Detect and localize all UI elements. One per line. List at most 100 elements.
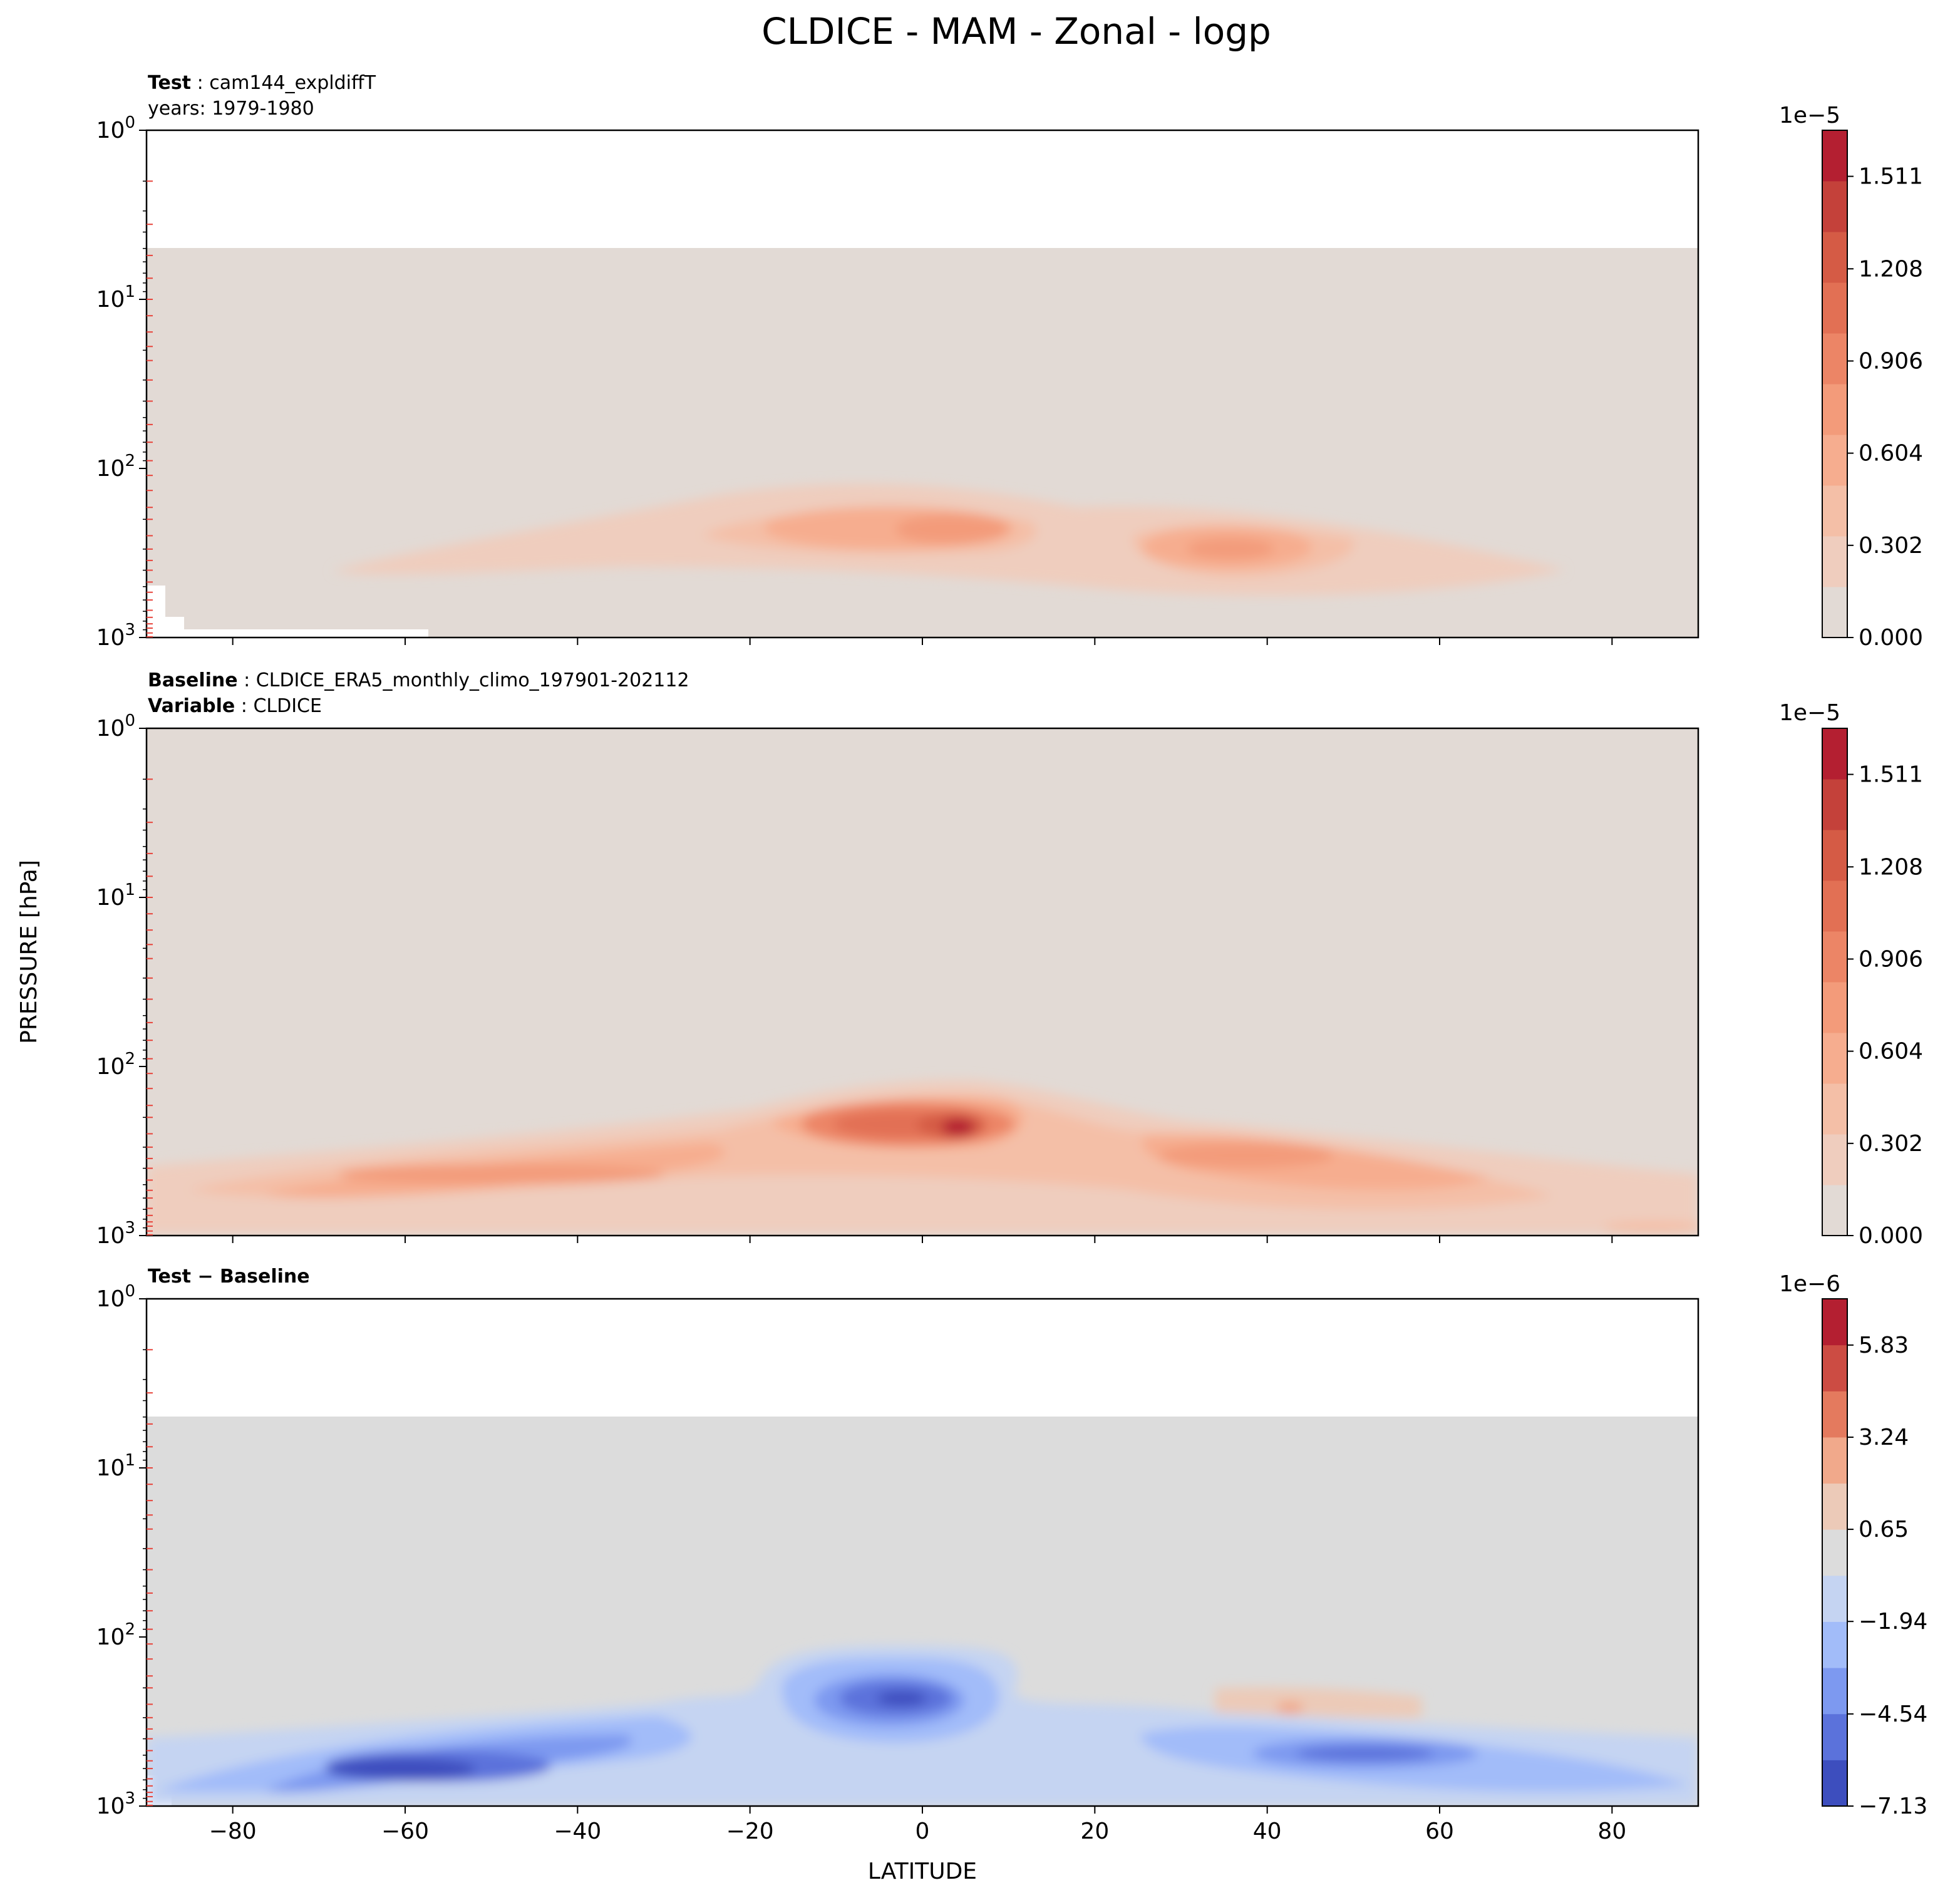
y-tick-label: 100 [96,711,135,741]
colorbar-bin [1822,779,1847,830]
colorbar-bin [1822,333,1847,385]
panel-diff-colorbar-scale: 1e−6 [1779,1271,1840,1297]
panel-diff-colorbar-frame [1822,1298,1848,1807]
colorbar-bin [1822,536,1847,587]
colorbar-bin [1822,728,1847,780]
panel-baseline-colorbar-ticks: 1.511 1.208 0.906 0.604 0.302 0.000 [1847,762,1923,1249]
colorbar-bin [1822,1529,1847,1576]
y-tick-label: 100 [96,1282,135,1312]
panel-baseline-x-ticks [232,1236,1613,1243]
colorbar-bin [1822,1437,1847,1484]
colorbar-tick-label: 3.24 [1859,1425,1909,1450]
panel-baseline-variable-sep: : [235,695,253,717]
x-tick-label: −80 [209,1819,257,1844]
panel-baseline-y-ticks: 100 101 102 103 [96,711,147,1249]
colorbar-bin [1822,181,1847,232]
panel-test-label-sep: : [191,72,209,94]
panel-test-missing-surface-3 [184,629,428,638]
panel-diff-neg-l4-nh [1296,1746,1434,1761]
colorbar-bin [1822,1483,1847,1530]
colorbar-tick-label: −7.13 [1859,1794,1927,1819]
colorbar-bin [1822,435,1847,486]
panel-diff-neg-l5-trop [877,1691,927,1706]
x-tick-label: 20 [1080,1819,1109,1844]
panel-test-label: Test : cam144_expldiffT [148,72,376,94]
colorbar-bin [1822,931,1847,983]
panel-baseline-variable-text: CLDICE [253,695,322,717]
colorbar-tick-label: 5.83 [1859,1333,1909,1358]
x-tick-label: −40 [554,1819,601,1844]
colorbar-tick-label: 0.000 [1859,625,1923,651]
panel-diff-neg-l5-sh [326,1758,476,1780]
panel-test-contour-l4-trop [895,514,1008,544]
panel-baseline-colorbar-frame [1822,728,1848,1236]
colorbar-tick-label: 0.604 [1859,441,1923,467]
panel-diff-level-ticks [147,1349,153,1806]
colorbar-bin [1822,282,1847,334]
panel-test-y-ticks: 100 101 102 103 [96,113,147,651]
colorbar-bin [1822,1083,1847,1135]
panel-diff-colorbar-ticks: 5.83 3.24 0.65 −1.94 −4.54 −7.13 [1847,1333,1927,1819]
colorbar-bin [1822,982,1847,1033]
panel-diff-y-ticks: 100 101 102 103 [96,1282,147,1819]
colorbar-bin [1822,1134,1847,1185]
panel-baseline-contour-l4-sh [338,1164,664,1184]
panel-baseline-contour-l7-trop [942,1118,974,1136]
panel-test-x-ticks [232,638,1613,645]
colorbar-bin [1822,1033,1847,1084]
colorbar-bin [1822,1185,1847,1236]
y-tick-label: 103 [96,1219,135,1249]
panel-baseline-label: Baseline : CLDICE_ERA5_monthly_climo_197… [148,669,689,691]
y-tick-label: 102 [96,452,135,482]
panel-test-label-text: cam144_expldiffT [209,72,376,94]
y-tick-label: 103 [96,1789,135,1819]
colorbar-bin [1822,880,1847,932]
panel-diff-pos-l2 [1276,1701,1304,1714]
x-tick-label: 80 [1597,1819,1626,1844]
panel-baseline: Baseline : CLDICE_ERA5_monthly_climo_197… [96,669,1923,1249]
colorbar-tick-label: 0.604 [1859,1039,1923,1065]
panel-baseline-level-ticks [147,778,153,1236]
panel-baseline-label-sep: : [238,669,256,691]
panel-baseline-colorbar: 1e−5 1.511 1.208 0.906 0.604 0.302 0.000 [1779,700,1923,1249]
colorbar-bin [1822,485,1847,537]
panel-test-years: years: 1979-1980 [148,98,314,120]
x-tick-label: −60 [381,1819,429,1844]
panel-diff-label: Test − Baseline [148,1266,310,1288]
panel-test-field [147,248,1698,638]
panel-test-colorbar-bins [1822,130,1847,638]
colorbar-bin [1822,384,1847,435]
y-tick-label: 102 [96,1620,135,1650]
panel-test-colorbar: 1e−5 1.511 1.208 0.906 0.604 0.302 0.000 [1779,103,1923,651]
panel-diff: Test − Baseline −80 −6 [96,1266,1928,1844]
colorbar-bin [1822,1391,1847,1438]
y-tick-label: 102 [96,1050,135,1080]
panel-test-colorbar-scale: 1e−5 [1779,103,1840,128]
colorbar-tick-label: 1.511 [1859,164,1923,190]
colorbar-bin [1822,232,1847,283]
colorbar-bin [1822,1575,1847,1622]
y-axis-label: PRESSURE [hPa] [16,860,42,1044]
panel-diff-field [147,1417,1698,1806]
panel-diff-pos-l1 [1215,1687,1421,1718]
y-tick-label: 101 [96,1451,135,1481]
panel-diff-x-ticks: −80 −60 −40 −20 0 20 40 60 80 [209,1806,1626,1844]
panel-test-level-ticks [147,180,153,638]
colorbar-tick-label: 0.000 [1859,1223,1923,1249]
colorbar-tick-label: 0.302 [1859,1131,1923,1157]
panel-baseline-contour-nh-surface [1603,1221,1698,1234]
colorbar-bin [1822,1668,1847,1715]
panel-baseline-colorbar-bins [1822,728,1847,1236]
colorbar-tick-label: 1.511 [1859,762,1923,788]
panel-diff-colorbar: 1e−6 5.83 3.24 0.65 −1.94 −4.54 −7.13 [1779,1271,1927,1819]
colorbar-bin [1822,1621,1847,1668]
panel-test: Test : cam144_expldiffT years: 1979-1980… [96,72,1923,651]
panel-diff-colorbar-bins [1822,1299,1847,1807]
panel-baseline-label-bold: Baseline [148,669,238,691]
colorbar-tick-label: 1.208 [1859,854,1923,880]
figure-title: CLDICE - MAM - Zonal - logp [761,10,1271,53]
panel-test-contour-l4-nh [1187,538,1274,559]
panel-test-missing-surface-2 [165,617,184,638]
y-tick-label: 101 [96,282,135,312]
